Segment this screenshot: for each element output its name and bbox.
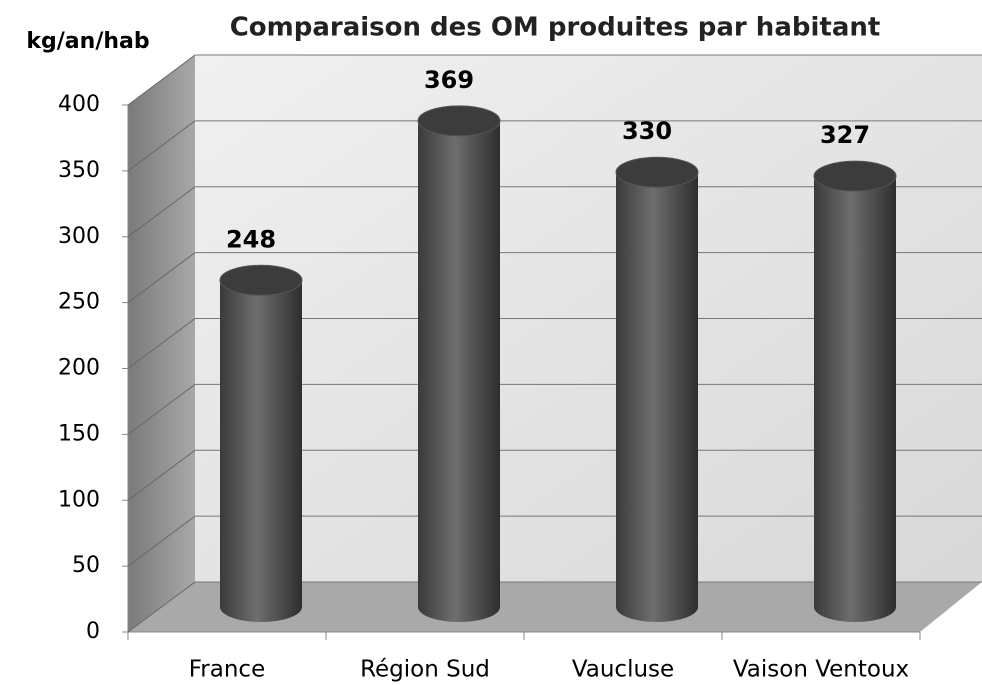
value-label: 330 <box>622 117 672 145</box>
side-grid-line <box>127 318 196 369</box>
y-tick-label: 50 <box>72 553 100 578</box>
bar <box>418 120 500 622</box>
side-grid-line <box>127 515 196 567</box>
side-grid-line <box>127 54 196 106</box>
chart-title: Comparaison des OM produites par habitan… <box>230 13 881 43</box>
bar <box>616 172 698 622</box>
floor <box>128 582 982 632</box>
x-tick-label: France <box>189 657 265 683</box>
value-label: 369 <box>424 66 474 94</box>
y-tick-label: 250 <box>58 290 100 315</box>
bar-top <box>813 160 897 192</box>
bar <box>814 176 896 622</box>
x-tick-label: Région Sud <box>360 657 490 683</box>
side-grid-line <box>127 186 196 238</box>
y-tick-label: 150 <box>58 421 100 446</box>
x-tick-label: Vaison Ventoux <box>733 657 909 683</box>
side-grid-line <box>127 383 196 435</box>
side-grid-line <box>127 449 196 501</box>
y-tick-label: 0 <box>86 619 100 644</box>
bar-top <box>219 264 303 296</box>
side-grid-line <box>127 581 196 633</box>
side-grid-line <box>127 252 196 304</box>
bar-top <box>615 156 699 188</box>
y-tick-label: 400 <box>58 92 100 117</box>
y-tick-label: 100 <box>58 487 100 512</box>
bar-top <box>417 105 501 137</box>
bar <box>220 280 302 622</box>
y-axis-label: kg/an/hab <box>26 29 149 54</box>
y-tick-label: 350 <box>58 158 100 183</box>
y-tick-label: 300 <box>58 224 100 249</box>
value-label: 248 <box>226 225 276 253</box>
value-label: 327 <box>820 121 870 149</box>
x-tick-label: Vaucluse <box>572 657 674 683</box>
y-tick-label: 200 <box>58 356 100 381</box>
side-grid-line <box>127 120 196 172</box>
